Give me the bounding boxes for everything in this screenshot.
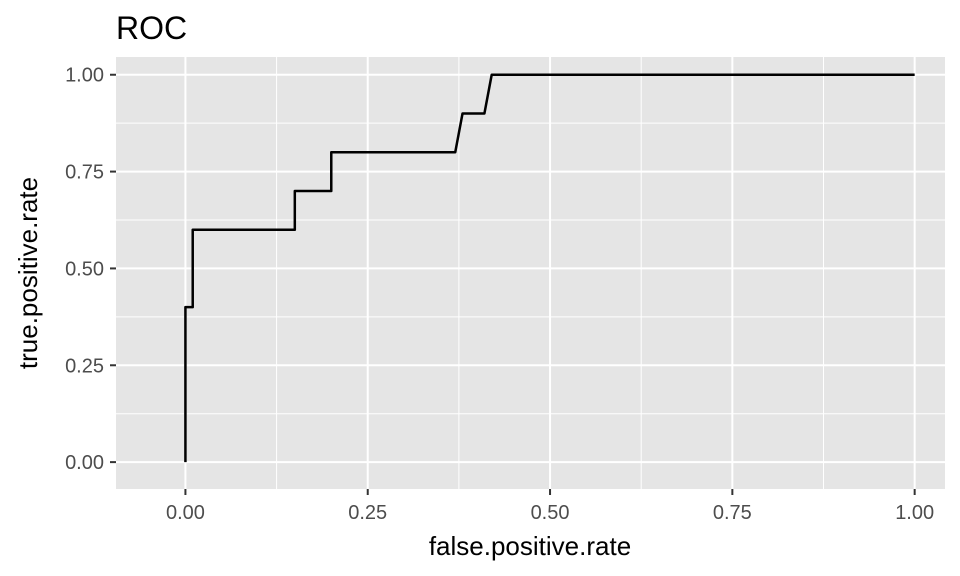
y-axis-title: true.positive.rate: [13, 177, 43, 369]
roc-curve-line: [184, 73, 915, 463]
chart-title: ROC: [116, 10, 187, 46]
x-axis: 0.00 0.25 0.50 0.75 1.00: [166, 489, 934, 524]
y-tick-label: 0.00: [65, 452, 104, 474]
x-axis-title: false.positive.rate: [429, 531, 631, 561]
plot-panel: [116, 57, 945, 489]
series-layer: [184, 73, 915, 463]
x-tick-label: 0.25: [348, 502, 387, 524]
x-tick-label: 0.75: [713, 502, 752, 524]
y-axis: 0.00 0.25 0.50 0.75 1.00: [65, 65, 116, 474]
y-tick-label: 0.75: [65, 162, 104, 184]
x-tick-label: 1.00: [895, 502, 934, 524]
y-tick-label: 0.25: [65, 355, 104, 377]
y-tick-label: 1.00: [65, 65, 104, 87]
x-tick-label: 0.00: [166, 502, 205, 524]
x-tick-label: 0.50: [531, 502, 570, 524]
y-tick-label: 0.50: [65, 258, 104, 280]
